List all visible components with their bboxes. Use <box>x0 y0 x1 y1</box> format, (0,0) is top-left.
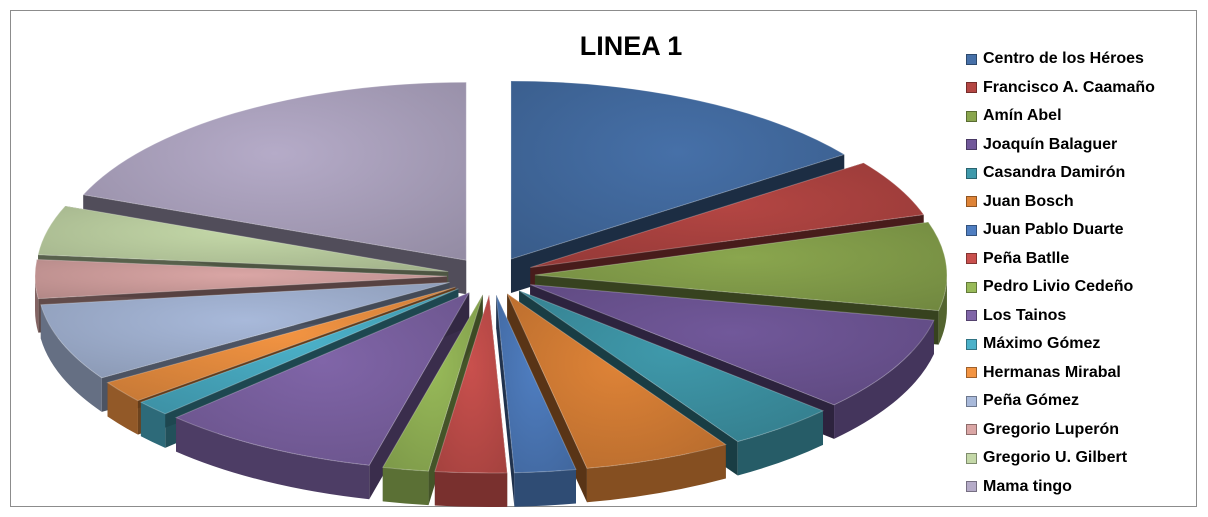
chart-area: LINEA 1 Centro de los Héroes Francisco A.… <box>10 10 1197 507</box>
legend-item: Mama tingo <box>966 473 1155 502</box>
legend-swatch <box>966 196 977 208</box>
pie-chart <box>34 80 948 507</box>
chart-title: LINEA 1 <box>579 31 683 61</box>
legend-swatch <box>966 139 977 151</box>
legend-swatch <box>966 310 977 322</box>
legend-item: Gregorio U. Gilbert <box>966 444 1155 473</box>
legend-swatch <box>966 452 977 464</box>
legend-item: Francisco A. Caamaño <box>966 74 1155 103</box>
legend-swatch <box>966 424 977 436</box>
pie-slice-7 <box>495 294 577 507</box>
legend-swatch <box>966 82 977 94</box>
legend-label: Casandra Damirón <box>983 164 1126 182</box>
legend-label: Gregorio Luperón <box>983 420 1119 438</box>
legend-label: Francisco A. Caamaño <box>983 78 1155 96</box>
legend-label: Juan Pablo Duarte <box>983 221 1124 239</box>
legend-item: Los Tainos <box>966 302 1155 331</box>
legend-swatch <box>966 481 977 493</box>
legend-item: Máximo Gómez <box>966 330 1155 359</box>
pie-slice-6 <box>505 292 727 503</box>
legend-swatch <box>966 53 977 65</box>
legend-swatch <box>966 253 977 265</box>
legend-item: Juan Bosch <box>966 188 1155 217</box>
legend-label: Hermanas Mirabal <box>983 363 1121 381</box>
legend-label: Juan Bosch <box>983 192 1074 210</box>
legend-label: Mama tingo <box>983 477 1072 495</box>
pie-slice-8 <box>434 294 508 507</box>
legend-label: Peña Batlle <box>983 249 1070 267</box>
legend-swatch <box>966 395 977 407</box>
legend-swatch <box>966 367 977 379</box>
legend-label: Máximo Gómez <box>983 335 1101 353</box>
legend-swatch <box>966 110 977 122</box>
legend-label: Los Tainos <box>983 306 1067 324</box>
legend-label: Amín Abel <box>983 107 1062 125</box>
legend-label: Gregorio U. Gilbert <box>983 449 1128 467</box>
legend-item: Joaquín Balaguer <box>966 131 1155 160</box>
legend-label: Centro de los Héroes <box>983 50 1144 68</box>
legend-item: Gregorio Luperón <box>966 416 1155 445</box>
legend-label: Peña Gómez <box>983 392 1080 410</box>
legend-label: Pedro Livio Cedeño <box>983 278 1134 296</box>
legend: Centro de los Héroes Francisco A. Caamaño… <box>966 45 1155 501</box>
legend-label: Joaquín Balaguer <box>983 135 1118 153</box>
legend-item: Casandra Damirón <box>966 159 1155 188</box>
legend-item: Hermanas Mirabal <box>966 359 1155 388</box>
legend-swatch <box>966 167 977 179</box>
legend-swatch <box>966 224 977 236</box>
legend-item: Peña Gómez <box>966 387 1155 416</box>
legend-item: Amín Abel <box>966 102 1155 131</box>
legend-item: Pedro Livio Cedeño <box>966 273 1155 302</box>
legend-item: Juan Pablo Duarte <box>966 216 1155 245</box>
legend-swatch <box>966 338 977 350</box>
legend-item: Centro de los Héroes <box>966 45 1155 74</box>
legend-swatch <box>966 281 977 293</box>
pie-slice-9 <box>381 294 484 506</box>
pie-slice-10 <box>174 291 471 500</box>
legend-item: Peña Batlle <box>966 245 1155 274</box>
